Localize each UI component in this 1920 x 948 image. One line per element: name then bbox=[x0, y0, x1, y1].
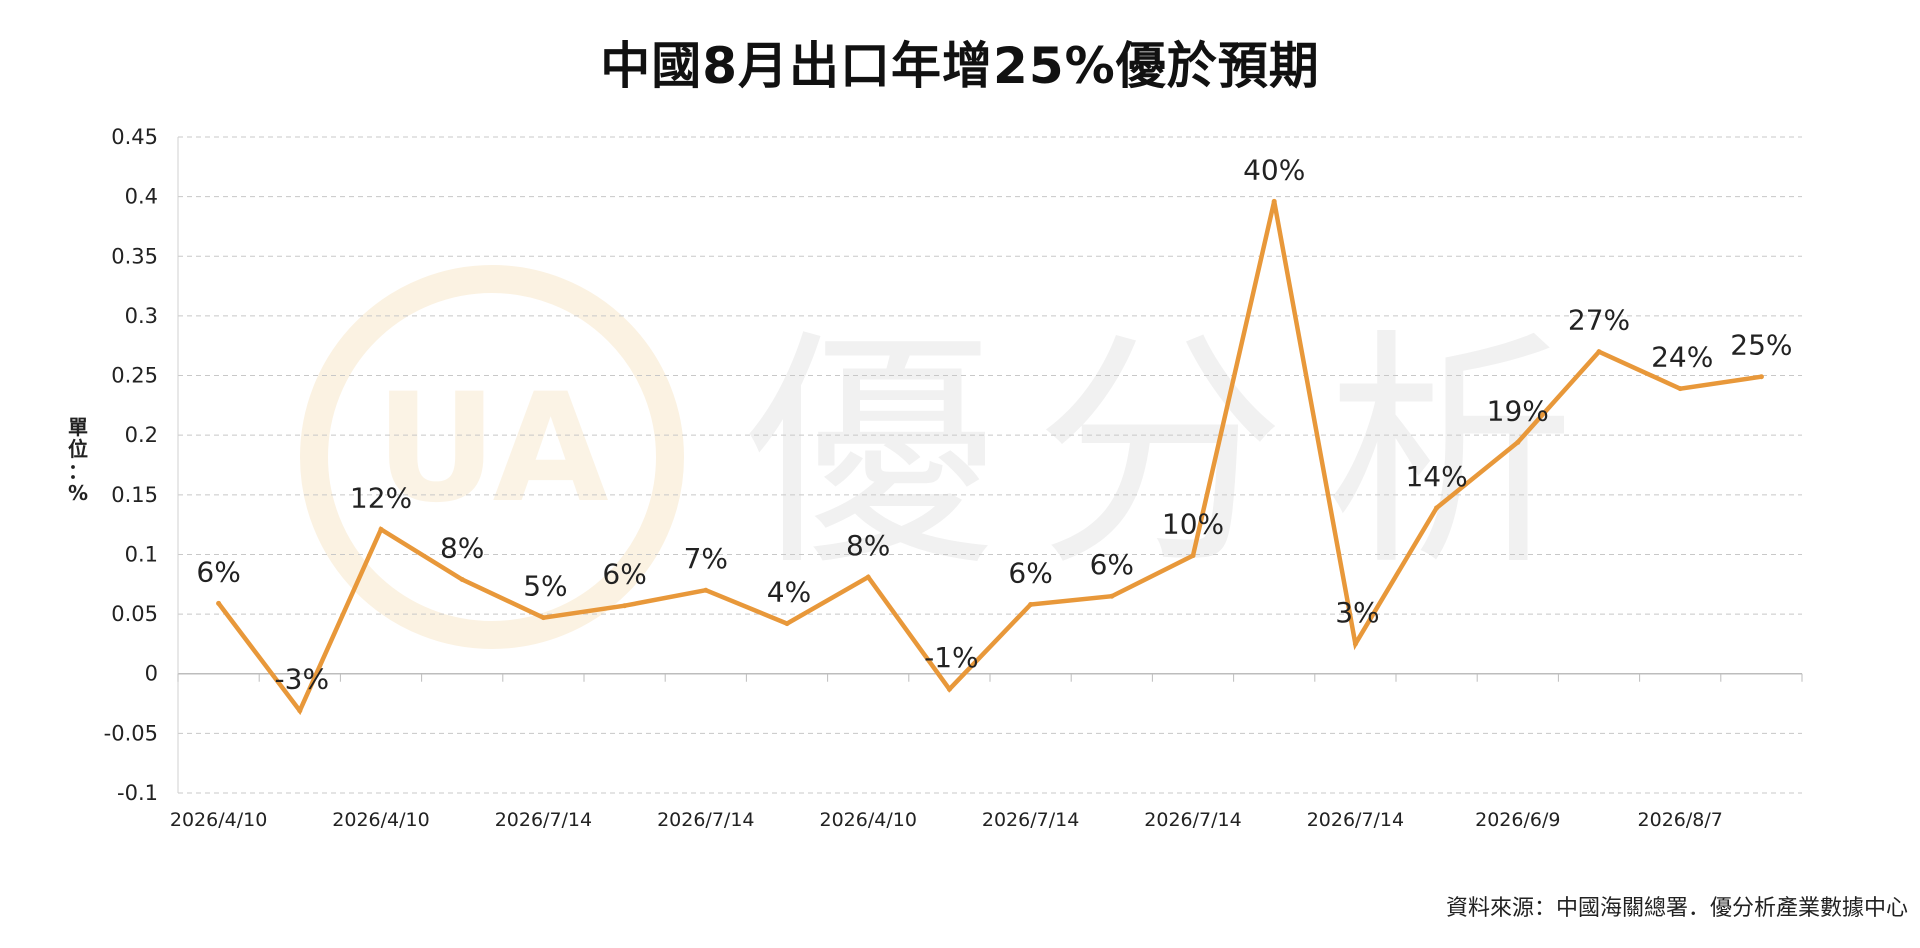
x-tick-label: 2026/7/14 bbox=[657, 809, 754, 831]
data-label: 6% bbox=[1090, 548, 1134, 581]
y-tick-label: 0.45 bbox=[111, 125, 158, 149]
data-point bbox=[703, 587, 709, 593]
watermark-text: 優分析 bbox=[745, 308, 1615, 599]
data-point bbox=[540, 615, 546, 621]
data-label: 4% bbox=[767, 576, 811, 609]
data-label: 25% bbox=[1730, 329, 1792, 362]
y-tick-label: 0.3 bbox=[125, 304, 158, 328]
data-point bbox=[784, 621, 790, 627]
data-label: 5% bbox=[523, 570, 567, 603]
x-tick-label: 2026/7/14 bbox=[1144, 809, 1241, 831]
series-line bbox=[216, 200, 1764, 716]
x-tick-label: 2026/7/14 bbox=[1307, 809, 1404, 831]
data-point bbox=[1515, 439, 1521, 445]
data-label: 19% bbox=[1487, 394, 1549, 427]
x-tick-label: 2026/4/10 bbox=[819, 809, 916, 831]
y-tick-label: 0.05 bbox=[111, 602, 158, 626]
x-tick-label: 2026/4/10 bbox=[170, 809, 267, 831]
data-point bbox=[1434, 505, 1440, 511]
data-point bbox=[1596, 349, 1602, 355]
x-tick-label: 2026/7/14 bbox=[982, 809, 1079, 831]
data-point bbox=[1758, 374, 1764, 380]
y-tick-label: 0.25 bbox=[111, 364, 158, 388]
y-axis-label: 單位：% bbox=[68, 415, 88, 505]
data-point bbox=[459, 577, 465, 583]
data-labels: 6% -3% 12% 8% 5% 6% 7% 4% 8% -1% 6% 6% 10% 40% 3% 14% 19… bbox=[196, 153, 1792, 695]
data-label: 3% bbox=[1335, 596, 1379, 629]
data-label: 8% bbox=[846, 529, 890, 562]
data-point bbox=[622, 603, 628, 609]
watermark: UA 優分析 bbox=[300, 265, 1615, 649]
data-point bbox=[378, 526, 384, 532]
y-tick-label: 0.4 bbox=[125, 185, 158, 209]
y-tick-label: 0.35 bbox=[111, 244, 158, 268]
data-series bbox=[216, 198, 1764, 716]
chart-title: 中國8月出口年增25%優於預期 bbox=[600, 37, 1320, 95]
data-label: -1% bbox=[924, 641, 979, 674]
data-point bbox=[1677, 386, 1683, 392]
data-label: -3% bbox=[275, 663, 330, 696]
data-point bbox=[1352, 641, 1358, 647]
y-tick-label: 0.1 bbox=[125, 542, 158, 566]
y-tick-label: -0.1 bbox=[117, 781, 158, 805]
data-label: 7% bbox=[684, 542, 728, 575]
data-point bbox=[1109, 593, 1115, 599]
data-point bbox=[946, 686, 952, 692]
y-tick-label: 0.2 bbox=[125, 423, 158, 447]
data-label: 27% bbox=[1568, 304, 1630, 337]
data-point bbox=[297, 708, 303, 714]
y-axis: -0.1 -0.05 0 0.05 0.1 0.15 0.2 0.25 0.3 0.35 0.4 0.… bbox=[104, 125, 179, 805]
x-tick-label: 2026/8/7 bbox=[1638, 809, 1723, 831]
x-axis: 2026/4/10 2026/4/10 2026/7/14 2026/7/14 2026… bbox=[170, 673, 1803, 831]
y-tick-label: 0.15 bbox=[111, 483, 158, 507]
x-tick-label: 2026/6/9 bbox=[1475, 809, 1560, 831]
source-note: 資料來源：中國海關總署．優分析產業數據中心 bbox=[1445, 896, 1908, 921]
data-point bbox=[216, 600, 222, 606]
data-point bbox=[865, 574, 871, 580]
watermark-logo-letters: UA bbox=[375, 362, 608, 536]
data-label: 6% bbox=[196, 555, 240, 588]
x-tick-label: 2026/4/10 bbox=[332, 809, 429, 831]
data-point bbox=[1190, 553, 1196, 559]
data-label: 10% bbox=[1162, 508, 1224, 541]
data-point bbox=[1271, 198, 1277, 204]
data-label: 40% bbox=[1243, 153, 1305, 186]
data-label: 24% bbox=[1651, 341, 1713, 374]
data-label: 6% bbox=[602, 558, 646, 591]
watermark-logo-ring bbox=[300, 265, 684, 649]
y-tick-label: 0 bbox=[145, 662, 158, 686]
data-label: 14% bbox=[1405, 460, 1467, 493]
data-label: 6% bbox=[1008, 557, 1052, 590]
data-label: 12% bbox=[350, 481, 412, 514]
data-label: 8% bbox=[440, 532, 484, 565]
y-tick-label: -0.05 bbox=[104, 721, 158, 745]
x-tick-label: 2026/7/14 bbox=[495, 809, 592, 831]
data-point bbox=[1028, 602, 1034, 608]
